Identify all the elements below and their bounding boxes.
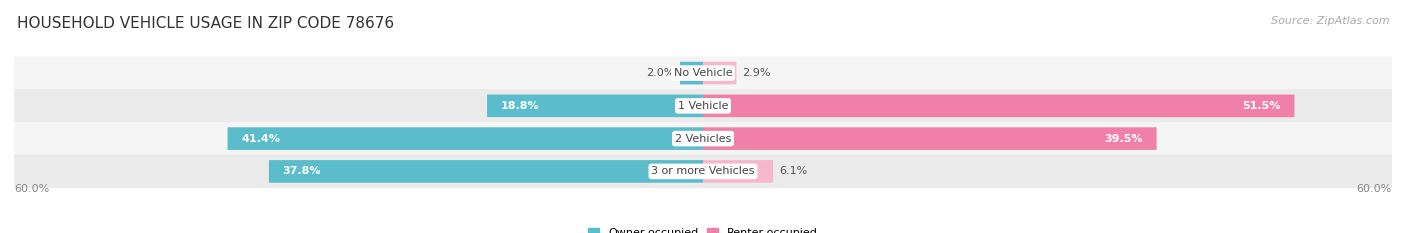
Text: 3 or more Vehicles: 3 or more Vehicles bbox=[651, 166, 755, 176]
Text: 41.4%: 41.4% bbox=[242, 134, 280, 144]
Legend: Owner-occupied, Renter-occupied: Owner-occupied, Renter-occupied bbox=[583, 223, 823, 233]
Text: Source: ZipAtlas.com: Source: ZipAtlas.com bbox=[1271, 16, 1389, 26]
Text: 39.5%: 39.5% bbox=[1104, 134, 1143, 144]
FancyBboxPatch shape bbox=[269, 160, 703, 183]
Text: HOUSEHOLD VEHICLE USAGE IN ZIP CODE 78676: HOUSEHOLD VEHICLE USAGE IN ZIP CODE 7867… bbox=[17, 16, 394, 31]
Text: 2.0%: 2.0% bbox=[645, 68, 675, 78]
FancyBboxPatch shape bbox=[14, 155, 1392, 188]
FancyBboxPatch shape bbox=[703, 62, 737, 84]
FancyBboxPatch shape bbox=[681, 62, 703, 84]
Text: 51.5%: 51.5% bbox=[1241, 101, 1281, 111]
FancyBboxPatch shape bbox=[228, 127, 703, 150]
Text: 2.9%: 2.9% bbox=[742, 68, 770, 78]
Text: 1 Vehicle: 1 Vehicle bbox=[678, 101, 728, 111]
FancyBboxPatch shape bbox=[14, 89, 1392, 123]
FancyBboxPatch shape bbox=[486, 95, 703, 117]
Text: 6.1%: 6.1% bbox=[779, 166, 807, 176]
Text: 60.0%: 60.0% bbox=[14, 185, 49, 194]
Text: No Vehicle: No Vehicle bbox=[673, 68, 733, 78]
Text: 60.0%: 60.0% bbox=[1357, 185, 1392, 194]
Text: 18.8%: 18.8% bbox=[501, 101, 540, 111]
FancyBboxPatch shape bbox=[703, 95, 1295, 117]
FancyBboxPatch shape bbox=[14, 122, 1392, 155]
FancyBboxPatch shape bbox=[703, 160, 773, 183]
Text: 37.8%: 37.8% bbox=[283, 166, 321, 176]
FancyBboxPatch shape bbox=[703, 127, 1157, 150]
Text: 2 Vehicles: 2 Vehicles bbox=[675, 134, 731, 144]
FancyBboxPatch shape bbox=[14, 56, 1392, 90]
